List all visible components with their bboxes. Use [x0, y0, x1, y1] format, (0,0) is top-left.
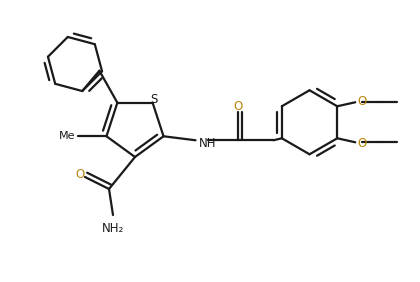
Text: O: O	[75, 168, 84, 180]
Text: NH₂: NH₂	[102, 222, 124, 235]
Text: O: O	[233, 100, 242, 113]
Text: Me: Me	[59, 131, 76, 141]
Text: NH: NH	[199, 137, 216, 150]
Text: O: O	[357, 95, 367, 108]
Text: S: S	[150, 93, 158, 106]
Text: O: O	[357, 137, 367, 150]
